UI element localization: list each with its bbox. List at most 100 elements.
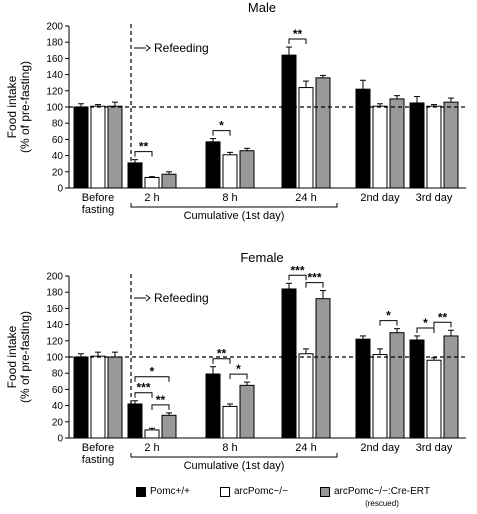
bar (443, 335, 459, 439)
bar (443, 101, 459, 189)
significance-label: * (386, 309, 391, 323)
x-tick-label: fasting (82, 454, 114, 466)
bar (90, 355, 106, 439)
significance-bracket (433, 321, 452, 328)
bar (127, 162, 143, 189)
significance-bracket (416, 327, 435, 333)
y-tick-label: 60 (52, 385, 64, 396)
legend-label-rescued-main: arcPomc−/−:Cre-ERT (334, 486, 430, 497)
significance-label: *** (136, 381, 150, 395)
x-tick-label: 3rd day (416, 442, 453, 454)
significance-bracket (305, 282, 324, 288)
bar (107, 105, 123, 189)
legend-swatch-rescued (320, 487, 330, 497)
y-tick-label: 0 (57, 184, 63, 195)
cumulative-bracket (130, 203, 338, 208)
y-tick-label: 140 (46, 320, 63, 331)
significance-label: ** (156, 393, 166, 407)
x-tick-label: 2nd day (360, 192, 400, 204)
significance-bracket (212, 130, 231, 136)
significance-bracket (229, 373, 248, 380)
bar (73, 106, 89, 189)
bar (107, 356, 123, 439)
legend-swatch-arc-pomc (220, 487, 230, 497)
significance-label: ** (139, 140, 149, 154)
y-tick-label: 100 (46, 353, 63, 364)
significance-label: * (423, 316, 428, 330)
bar (239, 150, 255, 189)
bar (426, 359, 442, 439)
y-axis-label: Food intake (5, 325, 19, 388)
significance-label: * (236, 362, 241, 376)
x-tick-label: Before (82, 192, 114, 204)
refeeding-label: Refeeding (154, 291, 209, 305)
bar (355, 338, 371, 439)
bar (409, 102, 425, 189)
bar (90, 105, 106, 189)
significance-bracket (212, 358, 231, 364)
bar (372, 105, 388, 189)
bar (144, 429, 160, 439)
bar (222, 405, 238, 439)
y-tick-label: 80 (52, 369, 64, 380)
significance-label: * (219, 119, 224, 133)
bar (298, 87, 314, 189)
legend: Pomc+/+ arcPomc−/− arcPomc−/−:Cre-ERT (r… (0, 486, 477, 514)
bar (281, 54, 297, 189)
legend-label-rescued: arcPomc−/−:Cre-ERT (rescued) (334, 486, 430, 510)
significance-label: ** (217, 347, 227, 361)
x-tick-label: 3rd day (416, 192, 453, 204)
significance-label: *** (290, 263, 304, 277)
x-tick-label: 2nd day (360, 442, 400, 454)
y-tick-label: 180 (46, 38, 63, 49)
y-tick-label: 160 (46, 54, 63, 65)
bar (355, 88, 371, 189)
chart-title: Male (248, 0, 276, 15)
y-tick-label: 160 (46, 304, 63, 315)
legend-item-pomc-wt: Pomc+/+ (136, 486, 190, 498)
x-tick-label: 24 h (295, 442, 316, 454)
y-tick-label: 200 (46, 22, 63, 33)
y-axis-label: (% of pre-fasting) (18, 61, 32, 153)
significance-bracket (288, 38, 307, 45)
significance-label: ** (293, 27, 303, 41)
x-tick-label: 8 h (222, 442, 237, 454)
refeeding-label: Refeeding (154, 41, 209, 55)
significance-label: ** (438, 310, 448, 324)
y-tick-label: 40 (52, 401, 64, 412)
y-tick-label: 40 (52, 151, 64, 162)
significance-label: *** (307, 271, 321, 285)
y-axis-label: Food intake (5, 75, 19, 138)
cumulative-bracket (130, 453, 338, 458)
bar (426, 105, 442, 189)
bar (281, 288, 297, 439)
x-tick-label: 24 h (295, 192, 316, 204)
y-tick-label: 0 (57, 434, 63, 445)
x-tick-label: fasting (82, 204, 114, 216)
bar (298, 353, 314, 439)
bar (161, 414, 177, 439)
y-tick-label: 20 (52, 167, 64, 178)
legend-swatch-pomc-wt (136, 487, 146, 497)
refeeding-arrow-head (145, 294, 151, 302)
legend-label-arc-pomc: arcPomc−/− (234, 486, 288, 497)
cumulative-label: Cumulative (1st day) (184, 210, 285, 222)
bar (239, 384, 255, 439)
y-tick-label: 80 (52, 119, 64, 130)
bar (205, 141, 221, 189)
significance-bracket (288, 274, 307, 281)
bar (315, 298, 331, 439)
legend-label-pomc-wt: Pomc+/+ (150, 486, 191, 497)
y-tick-label: 140 (46, 70, 63, 81)
chart-panel-male: Male Food intake (% of pre-fasting) 0 20 40 60… (5, 0, 466, 222)
y-tick-label: 20 (52, 417, 64, 428)
bar (161, 173, 177, 189)
y-axis-label: (% of pre-fasting) (18, 311, 32, 403)
significance-bracket (134, 392, 153, 398)
chart-title: Female (240, 250, 283, 265)
y-tick-label: 120 (46, 86, 63, 97)
x-tick-label: 2 h (144, 192, 159, 204)
y-tick-label: 180 (46, 288, 63, 299)
bar (205, 373, 221, 439)
